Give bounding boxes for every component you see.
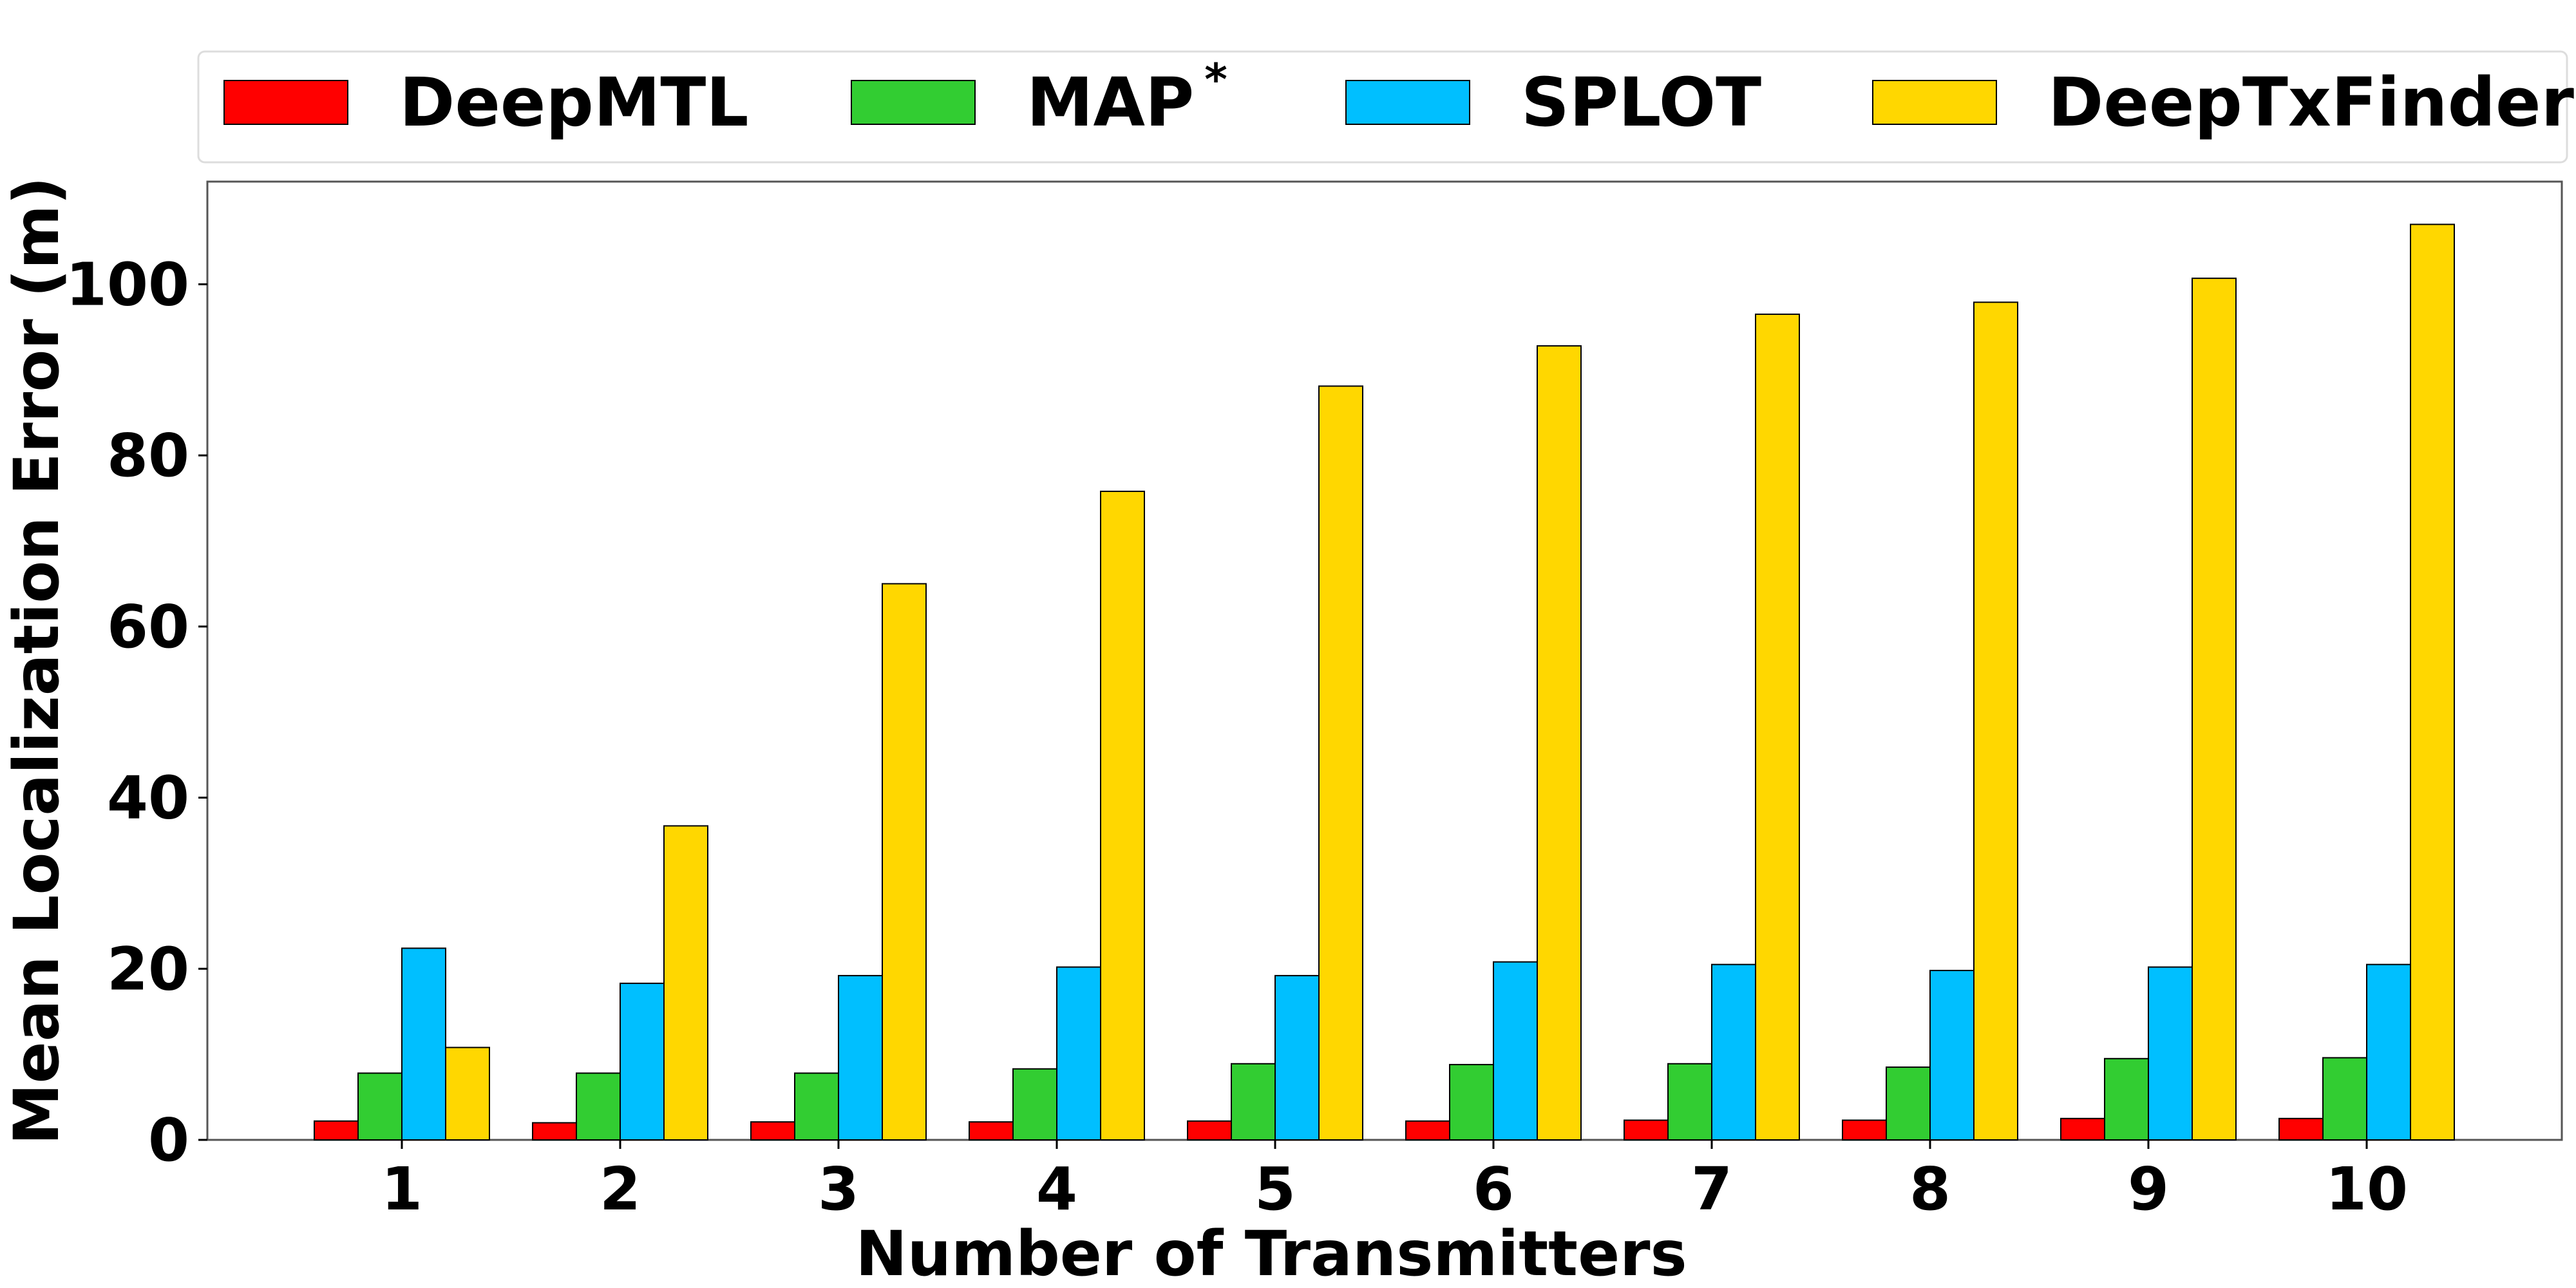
legend-swatch-map <box>851 80 976 125</box>
bar-deepmtl-9 <box>2060 1117 2105 1141</box>
bar-splot-3 <box>838 974 883 1141</box>
legend-swatch-deepmtl <box>223 80 348 125</box>
x-tick-label: 9 <box>2128 1155 2169 1224</box>
x-tick-label: 2 <box>600 1155 641 1224</box>
bar-map-7 <box>1667 1063 1712 1141</box>
x-tick-label: 5 <box>1255 1155 1296 1224</box>
y-axis: 0 20 40 60 80 100 <box>66 250 207 1175</box>
plot-area <box>206 180 2563 1141</box>
bar-deepmtl-3 <box>750 1121 795 1141</box>
bar-deepmtl-7 <box>1624 1119 1669 1141</box>
bar-deeptxfinder-6 <box>1537 345 1582 1141</box>
bar-deeptxfinder-4 <box>1100 490 1145 1141</box>
bar-deeptxfinder-8 <box>1973 301 2018 1141</box>
bar-map-9 <box>2104 1057 2149 1141</box>
legend-label-splot: SPLOT <box>1521 63 1761 142</box>
x-tick-label: 6 <box>1473 1155 1514 1224</box>
y-tick-label: 20 <box>107 934 189 1003</box>
legend-label-map: MAP * <box>1027 55 1227 142</box>
bar-splot-8 <box>1929 969 1975 1141</box>
bar-map-2 <box>576 1072 621 1141</box>
x-tick-label: 10 <box>2325 1155 2408 1224</box>
legend: DeepMTL MAP * SPLOT DeepTxFinder <box>223 55 2574 142</box>
bar-map-1 <box>357 1072 402 1141</box>
bar-map-6 <box>1449 1064 1494 1141</box>
bar-map-8 <box>1886 1066 1931 1141</box>
x-tick-label: 4 <box>1036 1155 1077 1224</box>
x-axis: 1 2 3 4 5 6 7 8 9 10 <box>381 1140 2408 1224</box>
y-tick-label: 60 <box>107 592 189 661</box>
y-tick-label: 40 <box>107 764 189 833</box>
y-tick-label: 0 <box>148 1106 189 1175</box>
bar-splot-1 <box>401 947 446 1141</box>
bar-deepmtl-5 <box>1187 1120 1232 1141</box>
legend-swatch-splot <box>1345 80 1470 125</box>
legend-label-deeptxfinder: DeepTxFinder <box>2048 63 2574 142</box>
bar-map-10 <box>2322 1057 2367 1141</box>
bars-layer <box>314 223 2455 1141</box>
bar-deeptxfinder-5 <box>1318 385 1363 1141</box>
bar-deepmtl-4 <box>969 1121 1014 1141</box>
bar-splot-6 <box>1493 961 1538 1141</box>
legend-swatch-deeptxfinder <box>1872 80 1997 125</box>
bar-splot-9 <box>2148 966 2193 1141</box>
bar-splot-4 <box>1056 966 1101 1141</box>
y-tick-label: 80 <box>107 421 189 490</box>
bar-map-3 <box>794 1072 839 1141</box>
bar-splot-5 <box>1274 974 1320 1141</box>
bar-deeptxfinder-9 <box>2192 278 2237 1141</box>
bar-deepmtl-2 <box>532 1122 577 1141</box>
bar-deepmtl-6 <box>1405 1120 1450 1141</box>
bar-splot-10 <box>2366 963 2411 1141</box>
bar-deeptxfinder-2 <box>663 825 708 1141</box>
bar-deepmtl-8 <box>1842 1119 1887 1141</box>
bar-deeptxfinder-3 <box>882 583 927 1141</box>
bar-deepmtl-1 <box>314 1120 359 1141</box>
x-axis-title: Number of Transmitters <box>855 1218 1687 1288</box>
x-tick-label: 8 <box>1909 1155 1951 1224</box>
bar-deeptxfinder-10 <box>2410 223 2455 1141</box>
y-tick-label: 100 <box>66 250 189 319</box>
bar-splot-7 <box>1711 963 1756 1141</box>
x-tick-label: 7 <box>1691 1155 1732 1224</box>
bar-map-4 <box>1012 1068 1057 1141</box>
x-tick-label: 1 <box>381 1155 422 1224</box>
bar-splot-2 <box>620 982 665 1141</box>
bar-deeptxfinder-1 <box>445 1046 490 1141</box>
bar-map-5 <box>1231 1063 1276 1141</box>
legend-label-deepmtl: DeepMTL <box>399 63 749 142</box>
y-axis-title: Mean Localization Error (m) <box>1 176 73 1145</box>
bar-deeptxfinder-7 <box>1755 313 1800 1141</box>
bar-deepmtl-10 <box>2278 1117 2324 1141</box>
x-tick-label: 3 <box>818 1155 859 1224</box>
